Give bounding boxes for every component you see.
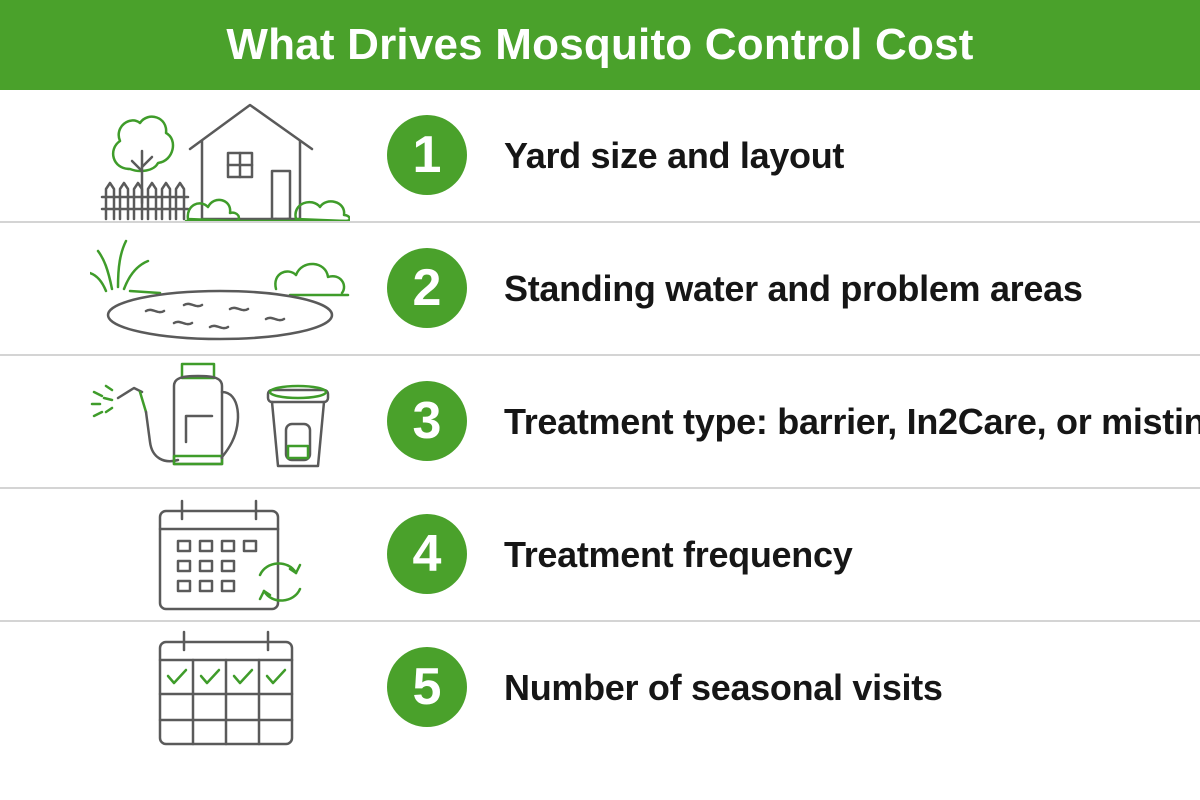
- step-number-badge: 3: [387, 381, 467, 461]
- house-yard-icon: [80, 90, 360, 221]
- factor-label: Standing water and problem areas: [504, 267, 1083, 309]
- factor-label: Treatment type: barrier, In2Care, or mis…: [504, 400, 1200, 442]
- list-item: 2 Standing water and problem areas: [0, 223, 1200, 356]
- factor-label: Yard size and layout: [504, 134, 845, 176]
- list-item: 5 Number of seasonal visits: [0, 622, 1200, 753]
- step-number-badge: 2: [387, 248, 467, 328]
- list-item: 1 Yard size and layout: [0, 90, 1200, 223]
- calendar-recurring-icon: [80, 489, 360, 620]
- pond-icon: [80, 223, 360, 354]
- list-item: 4 Treatment frequency: [0, 489, 1200, 622]
- factor-list: 1 Yard size and layout: [0, 90, 1200, 753]
- sprayer-trap-icon: [80, 356, 360, 487]
- factor-label: Number of seasonal visits: [504, 666, 943, 708]
- step-number-badge: 4: [387, 514, 467, 594]
- page-title: What Drives Mosquito Control Cost: [226, 20, 974, 69]
- list-item: 3 Treatment type: barrier, In2Care, or m…: [0, 356, 1200, 489]
- calendar-checked-icon: [80, 622, 360, 753]
- header-banner: What Drives Mosquito Control Cost: [0, 0, 1200, 90]
- step-number-badge: 1: [387, 115, 467, 195]
- factor-label: Treatment frequency: [504, 533, 853, 575]
- step-number-badge: 5: [387, 647, 467, 727]
